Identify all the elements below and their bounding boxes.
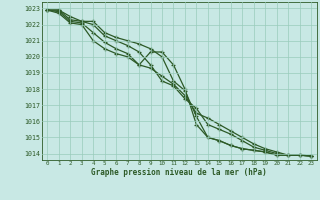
X-axis label: Graphe pression niveau de la mer (hPa): Graphe pression niveau de la mer (hPa) <box>91 168 267 177</box>
